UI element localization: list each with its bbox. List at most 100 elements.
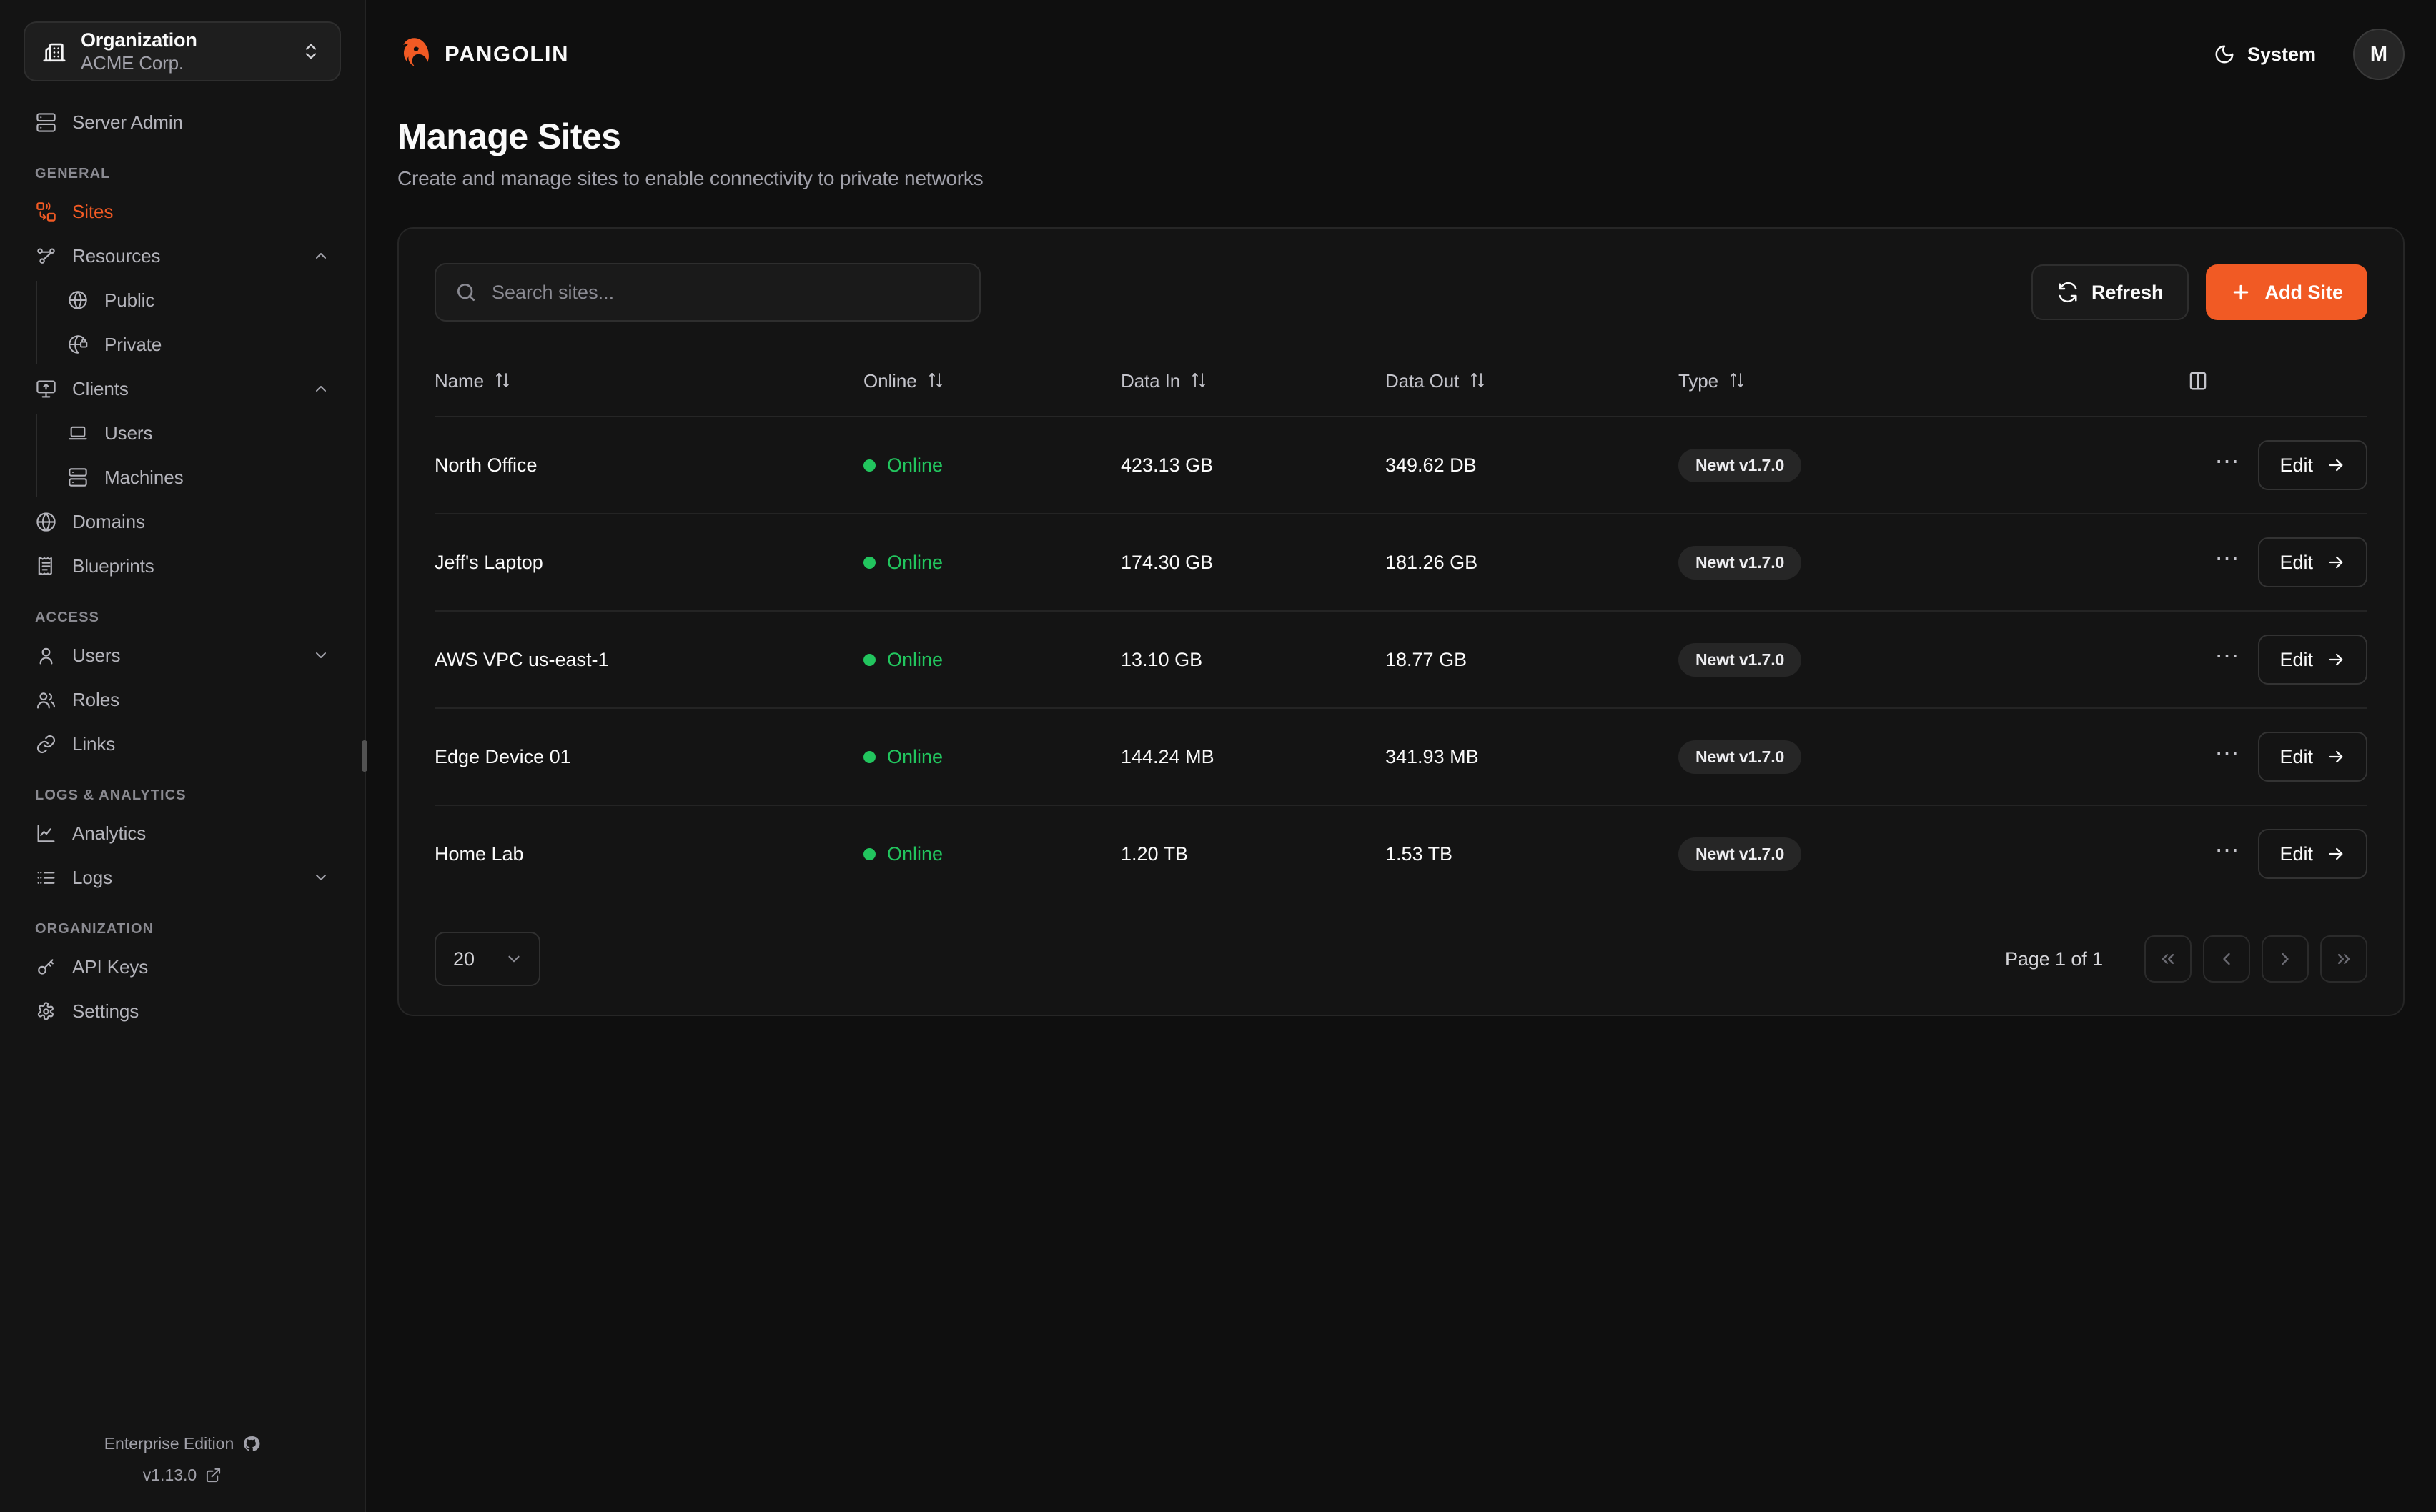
sidebar-item-label: API Keys — [72, 955, 149, 978]
table-row[interactable]: Edge Device 01 Online 144.24 MB 341.93 M… — [435, 708, 2367, 806]
cell-online: Online — [863, 417, 1121, 514]
column-header-name[interactable]: Name — [435, 347, 863, 417]
sidebar-item-label: Settings — [72, 1000, 139, 1022]
table-row[interactable]: Jeff's Laptop Online 174.30 GB 181.26 GB… — [435, 514, 2367, 612]
cell-data-out: 349.62 DB — [1385, 417, 1678, 514]
sidebar-subgroup-clients: Users Machines — [36, 411, 341, 499]
chevrons-left-icon — [2162, 954, 2174, 964]
columns-icon[interactable] — [2182, 364, 2214, 397]
topbar: PANGOLIN System M — [366, 0, 2436, 109]
edit-button[interactable]: Edit — [2258, 732, 2367, 782]
sidebar-item-label: Server Admin — [72, 111, 183, 133]
server-icon — [35, 111, 56, 133]
search-input[interactable] — [492, 281, 961, 304]
sidebar-item-links[interactable]: Links — [24, 722, 341, 766]
next-page-button[interactable] — [2262, 935, 2309, 983]
refresh-button[interactable]: Refresh — [2031, 264, 2189, 320]
table-row[interactable]: North Office Online 423.13 GB 349.62 DB … — [435, 417, 2367, 514]
sidebar-section-access: ACCESS — [35, 610, 99, 625]
chevron-right-icon — [2282, 953, 2289, 965]
column-header-data-out[interactable]: Data Out — [1385, 347, 1678, 417]
sidebar-item-label: Sites — [72, 200, 114, 222]
search-box[interactable] — [435, 263, 981, 322]
add-site-button[interactable]: Add Site — [2206, 264, 2367, 320]
sidebar-item-blueprints[interactable]: Blueprints — [24, 544, 341, 588]
edit-button[interactable]: Edit — [2258, 635, 2367, 685]
sidebar-item-server-admin[interactable]: Server Admin — [24, 100, 341, 144]
sort-icon — [1190, 372, 1207, 390]
sidebar-item-roles[interactable]: Roles — [24, 677, 341, 722]
column-label: Type — [1678, 369, 1718, 392]
brand[interactable]: PANGOLIN — [395, 36, 569, 73]
edit-label: Edit — [2279, 842, 2313, 865]
arrow-right-icon — [2326, 844, 2346, 864]
chevron-left-icon — [2223, 953, 2230, 965]
theme-toggle[interactable]: System — [2204, 36, 2326, 73]
sidebar-item-analytics[interactable]: Analytics — [24, 811, 341, 855]
rows-per-page-select[interactable]: 20 — [435, 932, 540, 986]
cell-online: Online — [863, 514, 1121, 612]
cell-data-out: 341.93 MB — [1385, 708, 1678, 806]
status-dot — [863, 750, 876, 763]
sidebar-item-domains[interactable]: Domains — [24, 499, 341, 544]
sidebar-item-public[interactable]: Public — [36, 278, 341, 322]
cell-data-in: 423.13 GB — [1121, 417, 1385, 514]
edit-button[interactable]: Edit — [2258, 829, 2367, 879]
sidebar-section-logs-analytics: LOGS & ANALYTICS — [35, 787, 187, 803]
sidebar-item-users-clients[interactable]: Users — [36, 411, 341, 455]
chevron-up-icon[interactable] — [312, 380, 330, 397]
sites-card: Refresh Add Site Name — [397, 227, 2405, 1016]
table-row[interactable]: AWS VPC us-east-1 Online 13.10 GB 18.77 … — [435, 611, 2367, 709]
prev-page-button[interactable] — [2203, 935, 2250, 983]
table-row[interactable]: Home Lab Online 1.20 TB 1.53 TB Newt v1.… — [435, 805, 2367, 902]
sidebar-resize-handle[interactable] — [362, 740, 367, 772]
sidebar-item-sites[interactable]: Sites — [24, 189, 341, 234]
sidebar-item-resources[interactable]: Resources — [24, 234, 341, 278]
version-label: v1.13.0 — [142, 1465, 197, 1484]
chevron-down-icon[interactable] — [312, 647, 330, 664]
sidebar-item-logs[interactable]: Logs — [24, 855, 341, 900]
rows-per-page-value: 20 — [453, 948, 475, 970]
column-header-online[interactable]: Online — [863, 347, 1121, 417]
sidebar-item-users[interactable]: Users — [24, 633, 341, 677]
edit-button[interactable]: Edit — [2258, 537, 2367, 587]
status-badge: Online — [887, 454, 944, 476]
sidebar-item-private[interactable]: Private — [36, 322, 341, 367]
row-menu-button[interactable]: ⋯ — [2205, 540, 2249, 585]
type-badge: Newt v1.7.0 — [1678, 642, 1802, 677]
sidebar-item-label: Resources — [72, 244, 161, 267]
sidebar-item-label: Roles — [72, 688, 119, 710]
column-header-type[interactable]: Type — [1678, 347, 2182, 417]
sites-table-head: Name Online — [435, 347, 2367, 417]
page-indicator: Page 1 of 1 — [2004, 948, 2103, 970]
chevron-up-icon[interactable] — [312, 247, 330, 264]
last-page-button[interactable] — [2320, 935, 2367, 983]
sidebar-item-settings[interactable]: Settings — [24, 989, 341, 1033]
pagination: 20 Page 1 of 1 — [435, 932, 2367, 986]
sort-icon — [927, 372, 944, 390]
sidebar-item-clients[interactable]: Clients — [24, 367, 341, 411]
edit-button[interactable]: Edit — [2258, 440, 2367, 490]
row-menu-button[interactable]: ⋯ — [2205, 735, 2249, 779]
status-dot — [863, 459, 876, 472]
sidebar-item-api-keys[interactable]: API Keys — [24, 945, 341, 989]
row-menu-button[interactable]: ⋯ — [2205, 832, 2249, 876]
status-dot — [863, 556, 876, 569]
sidebar-item-machines[interactable]: Machines — [36, 455, 341, 499]
cell-actions: ⋯ Edit — [2182, 514, 2367, 612]
sidebar: Organization ACME Corp. Server Admin GEN… — [0, 0, 367, 1512]
chevron-down-icon[interactable] — [312, 869, 330, 886]
org-switcher[interactable]: Organization ACME Corp. — [24, 21, 341, 81]
column-header-data-in[interactable]: Data In — [1121, 347, 1385, 417]
row-menu-button[interactable]: ⋯ — [2205, 637, 2249, 682]
chevrons-right-icon — [2337, 954, 2350, 964]
arrow-right-icon — [2326, 552, 2346, 572]
version-link[interactable]: v1.13.0 — [24, 1459, 341, 1491]
status-badge: Online — [887, 648, 944, 670]
refresh-icon — [2057, 282, 2079, 303]
first-page-button[interactable] — [2144, 935, 2192, 983]
avatar[interactable]: M — [2353, 29, 2405, 80]
edition-link[interactable]: Enterprise Edition — [24, 1428, 341, 1459]
row-menu-button[interactable]: ⋯ — [2205, 443, 2249, 487]
cell-actions: ⋯ Edit — [2182, 805, 2367, 902]
